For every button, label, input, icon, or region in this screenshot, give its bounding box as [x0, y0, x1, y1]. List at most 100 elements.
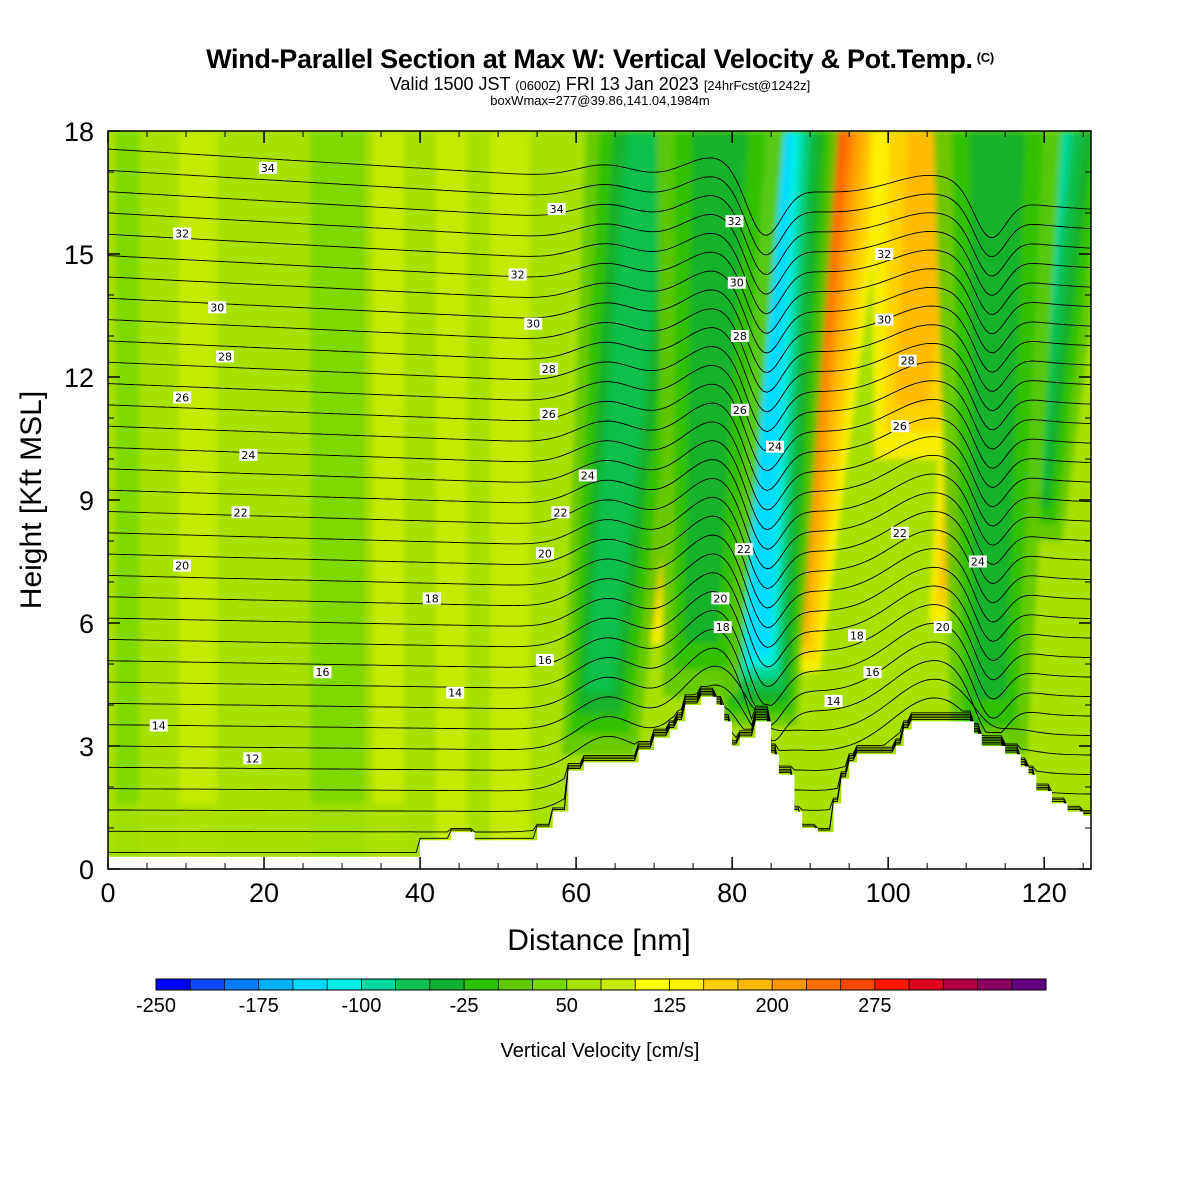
theta-contour — [108, 308, 1091, 393]
theta-contour — [108, 270, 1091, 354]
theta-contour — [108, 591, 1091, 688]
field-band — [178, 131, 218, 869]
colorbar-swatch — [1011, 979, 1047, 990]
contour-label: 20 — [535, 547, 554, 560]
theta-contour — [108, 647, 1091, 742]
theta-contour — [108, 609, 1091, 707]
contour-label-text: 14 — [827, 695, 841, 708]
contour-label: 16 — [863, 666, 882, 679]
contour-label-text: 22 — [234, 506, 248, 519]
contour-label-box — [149, 719, 168, 732]
contour-label: 24 — [968, 555, 987, 569]
colorbar-swatch — [156, 979, 191, 990]
contour-label-text: 32 — [511, 269, 525, 282]
contour-label: 28 — [730, 330, 749, 343]
y-tick-label: 3 — [79, 732, 94, 762]
colorbar-swatch — [703, 979, 739, 990]
contour-label-box — [524, 317, 543, 330]
contour-label-box — [727, 276, 746, 289]
y-tick-label: 12 — [64, 363, 94, 393]
contour-label: 16 — [313, 666, 332, 679]
x-tick-label: 120 — [1022, 878, 1067, 908]
contour-label-text: 22 — [737, 543, 751, 556]
field-band — [373, 131, 405, 869]
contour-label-box — [890, 420, 909, 433]
contour-label-text: 24 — [241, 449, 255, 462]
contour-label-box — [539, 362, 558, 375]
contour-label: 32 — [875, 248, 894, 261]
colorbar-swatch — [190, 979, 225, 990]
downdraft-core — [684, 131, 748, 643]
field-band — [490, 131, 530, 869]
contour-label-text: 18 — [850, 629, 864, 642]
contour-label-box — [243, 752, 262, 765]
contour-label-text: 26 — [175, 392, 189, 405]
theta-contours — [108, 148, 1091, 854]
contour-label-text: 24 — [971, 556, 985, 569]
axes: 0 20 40 60 80 100 120 0 3 6 9 12 15 18 — [64, 117, 1091, 908]
contour-label-text: 14 — [152, 720, 166, 733]
x-tick-label: 60 — [561, 878, 591, 908]
contour-label-text: 18 — [425, 592, 439, 605]
contour-label-text: 30 — [526, 318, 540, 331]
y-axis-label: Height [Kft MSL] — [15, 391, 48, 609]
contour-label: 12 — [243, 752, 262, 765]
contour-label-text: 20 — [713, 592, 727, 605]
contour-label-text: 30 — [730, 277, 744, 290]
theta-contour — [108, 692, 1091, 833]
contour-label-text: 34 — [550, 203, 564, 216]
contour-label-text: 30 — [210, 301, 224, 314]
colorbar-swatch — [258, 979, 294, 990]
theta-contour — [108, 477, 1091, 570]
contour-label-box — [890, 526, 909, 539]
contour-label: 20 — [933, 621, 952, 634]
contour-label-box — [258, 161, 277, 174]
theta-contour — [108, 232, 1091, 315]
contour-label-text: 26 — [733, 404, 747, 417]
theta-contour — [108, 148, 1091, 238]
contour-label-box — [766, 440, 785, 453]
contour-label-box — [898, 354, 917, 367]
contour-label-text: 18 — [716, 621, 730, 634]
colorbar-swatch — [772, 979, 807, 990]
contour-label-box — [547, 202, 566, 215]
contour-label-text: 20 — [538, 547, 552, 560]
contour-label-text: 32 — [877, 248, 891, 261]
contour-label-text: 28 — [218, 351, 232, 364]
copyright-mark: (C) — [976, 50, 994, 65]
terrain — [108, 696, 1091, 869]
contour-label-box — [875, 313, 894, 326]
y-tick-label: 18 — [64, 117, 94, 147]
theta-contour — [108, 440, 1091, 531]
contour-label-box — [422, 592, 441, 605]
colorbar-swatch — [601, 979, 636, 990]
theta-contour — [108, 402, 1091, 491]
theta-contour — [108, 496, 1091, 589]
chart-title: Wind-Parallel Section at Max W: Vertical… — [206, 44, 994, 74]
theta-contour — [108, 327, 1091, 413]
colorbar-swatch — [224, 979, 260, 990]
y-tick-label: 9 — [79, 486, 94, 516]
colorbar-swatch — [669, 979, 705, 990]
theta-contour — [108, 383, 1091, 472]
theta-contour — [108, 572, 1091, 668]
contour-label-text: 24 — [768, 441, 782, 454]
y-tick-label: 0 — [79, 855, 94, 885]
field-band — [435, 131, 467, 869]
colorbar-swatch — [635, 979, 670, 990]
contour-label-box — [508, 268, 527, 281]
contour-label-box — [173, 227, 192, 240]
colorbar-swatch — [361, 979, 397, 990]
contour-label: 18 — [847, 629, 866, 642]
contour-label: 20 — [173, 559, 192, 573]
contour-labels: 34 34 32 32 32 32 30 30 30 30 28 28 28 28 26 26 26 26 24 24… — [149, 161, 987, 765]
field-band — [310, 131, 366, 869]
contour-label: 14 — [149, 719, 168, 733]
contour-label: 26 — [730, 403, 749, 417]
contour-label-box — [578, 469, 597, 482]
colorbar-label: 50 — [556, 995, 578, 1017]
theta-contour — [108, 665, 1091, 737]
contour-label-box — [863, 666, 882, 679]
contour-label-box — [713, 621, 732, 634]
theta-contour — [108, 191, 1091, 277]
